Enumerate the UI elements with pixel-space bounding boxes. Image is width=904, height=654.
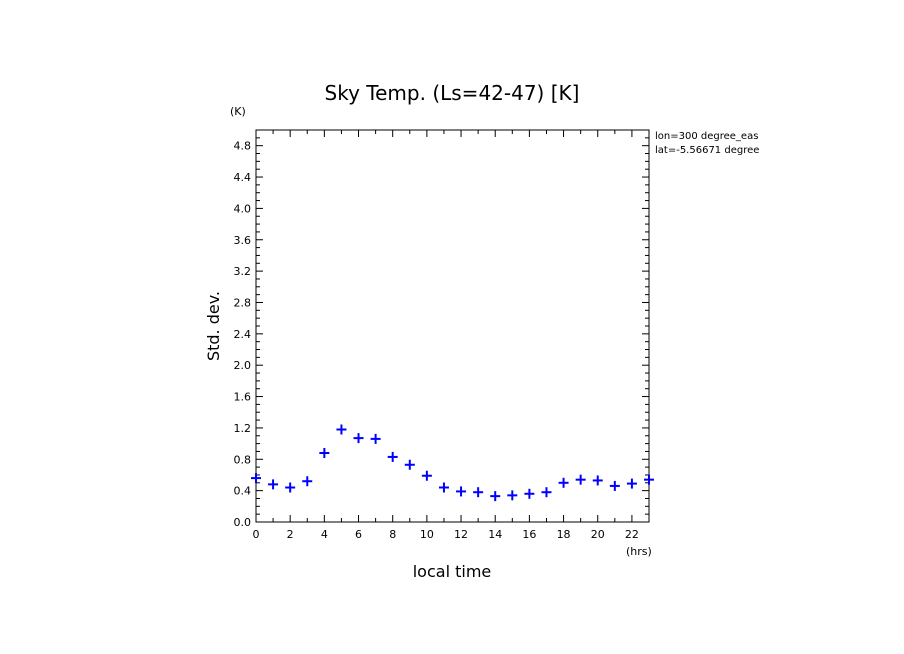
y-tick-label: 4.4 <box>234 171 252 184</box>
data-point <box>626 478 637 489</box>
data-point <box>524 488 535 499</box>
x-tick-label: 18 <box>557 528 571 541</box>
y-tick-label: 0.8 <box>234 453 252 466</box>
data-point <box>285 482 296 493</box>
data-points <box>251 424 654 502</box>
plot-frame <box>255 129 650 523</box>
data-point <box>541 487 552 498</box>
data-point <box>353 433 364 444</box>
y-tick-label: 1.6 <box>234 391 252 404</box>
x-tick-label: 4 <box>321 528 328 541</box>
y-unit-label: (K) <box>230 105 246 118</box>
x-unit-label: (hrs) <box>626 545 652 558</box>
data-point <box>456 486 467 497</box>
data-point <box>336 424 347 435</box>
data-point <box>319 448 330 459</box>
data-point <box>507 490 518 501</box>
data-point <box>268 479 279 490</box>
data-point <box>490 491 501 502</box>
y-tick-label: 0.4 <box>234 485 252 498</box>
data-point <box>404 459 415 470</box>
y-tick-label: 1.2 <box>234 422 252 435</box>
y-tick-label: 2.4 <box>234 328 252 341</box>
x-tick-label: 16 <box>522 528 536 541</box>
data-point <box>387 451 398 462</box>
data-point <box>558 477 569 488</box>
data-point <box>473 487 484 498</box>
data-point <box>370 433 381 444</box>
x-tick-label: 14 <box>488 528 502 541</box>
y-tick-label: 2.8 <box>234 296 252 309</box>
y-tick-label: 4.0 <box>234 202 252 215</box>
y-tick-label: 2.0 <box>234 359 252 372</box>
data-point <box>575 474 586 485</box>
y-tick-label: 4.8 <box>234 140 252 153</box>
x-tick-label: 20 <box>591 528 605 541</box>
data-point <box>609 480 620 491</box>
data-point <box>592 475 603 486</box>
x-tick-label: 0 <box>253 528 260 541</box>
y-tick-label: 0.0 <box>234 516 252 529</box>
x-tick-label: 2 <box>287 528 294 541</box>
x-tick-label: 6 <box>355 528 362 541</box>
data-point <box>251 473 261 484</box>
axis-ticks: 0 2 4 6 8 10 12 14 16 18 20 22 0.0 0.4 0.8 1.2 1.6 2.0 2.4… <box>234 129 650 541</box>
y-axis-label: Std. dev. <box>204 291 223 361</box>
data-point <box>644 474 654 485</box>
lon-annotation: lon=300 degree_eas <box>655 131 758 142</box>
data-point <box>421 470 432 481</box>
y-tick-label: 3.6 <box>234 234 252 247</box>
x-tick-label: 12 <box>454 528 468 541</box>
x-tick-label: 22 <box>625 528 639 541</box>
chart-title: Sky Temp. (Ls=42-47) [K] <box>325 81 580 105</box>
data-point <box>302 476 313 487</box>
x-tick-label: 10 <box>420 528 434 541</box>
x-tick-label: 8 <box>389 528 396 541</box>
data-point <box>438 482 449 493</box>
lat-annotation: lat=-5.56671 degree <box>655 145 759 156</box>
x-axis-label: local time <box>413 562 492 581</box>
y-tick-label: 3.2 <box>234 265 252 278</box>
